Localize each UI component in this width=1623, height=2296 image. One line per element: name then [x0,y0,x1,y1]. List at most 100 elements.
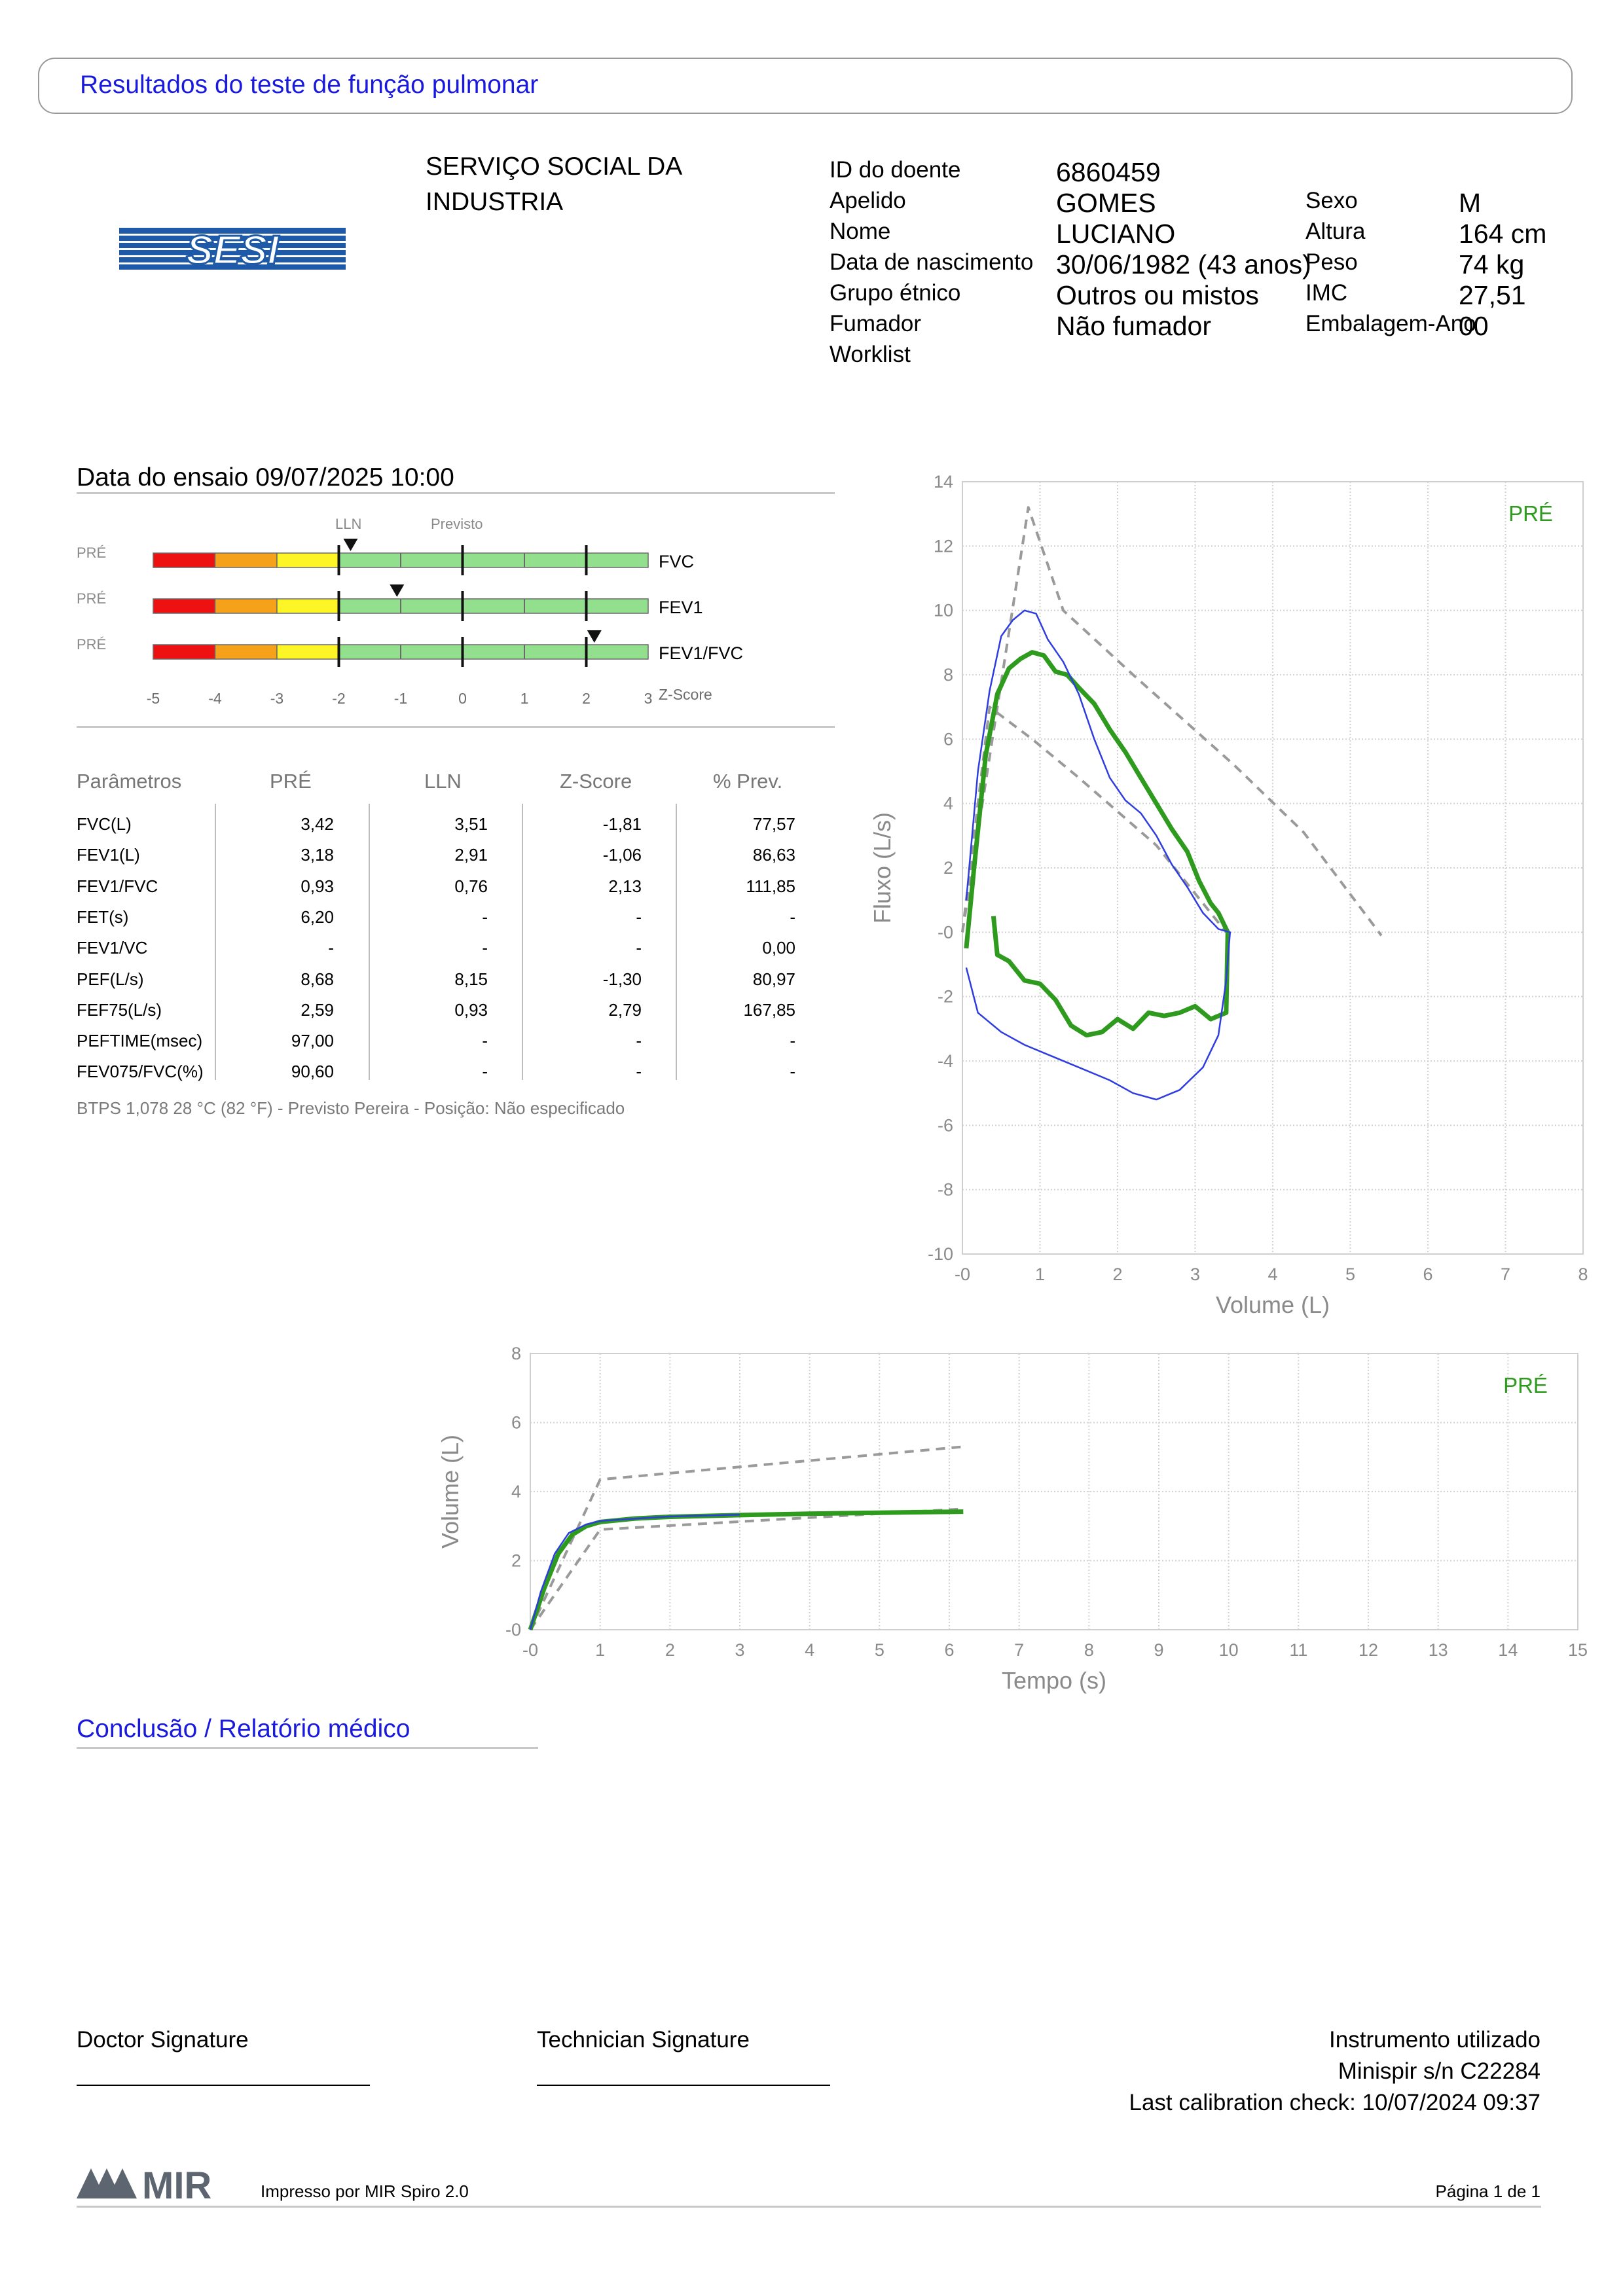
technician-signature-label: Technician Signature [537,2027,750,2053]
x-tick-label: 7 [1501,1265,1510,1284]
x-tick-label: 3 [1190,1265,1200,1284]
zscore-axis-tick: -3 [270,690,283,707]
sex-value: M [1459,188,1482,218]
ethnic-group-label: Grupo étnico [830,280,961,306]
x-tick-label: 6 [944,1640,954,1660]
zscore-zone [338,644,649,660]
zscore-bars: -5 -4 -3 -2 -1 0 1 2 3 [147,539,653,707]
mir-logo: MIR [77,2164,211,2202]
name-label: Nome [830,219,891,244]
pack-years-label: Embalagem-Ano [1305,311,1476,336]
param-value: 8,15 [454,969,488,989]
bar-tag-fvc: PRÉ [77,545,107,561]
plot-frame [962,481,1584,1255]
param-value: 86,63 [752,845,795,865]
x-tick-label: 9 [1154,1640,1163,1660]
y-tick-label: 6 [511,1413,521,1433]
param-value: 2,59 [301,999,334,1020]
column-divider [215,804,216,1080]
x-tick-label: 13 [1429,1640,1448,1660]
weight-label: Peso [1305,249,1358,275]
param-name: FVC(L) [77,814,132,834]
divider [77,492,835,494]
doctor-signature-label: Doctor Signature [77,2027,249,2053]
surname-value: GOMES [1056,188,1156,218]
param-value: - [636,1062,642,1082]
divider [77,1747,538,1749]
bmi-value: 27,51 [1459,280,1526,310]
technician-signature-line[interactable] [537,2085,830,2086]
col-header-pre: PRÉ [270,770,312,793]
param-value: 80,97 [752,969,795,989]
param-value: -1,06 [602,845,642,865]
chart-grid [530,1353,1578,1630]
zscore-zone [276,552,340,568]
y-tick-label: -4 [938,1051,953,1071]
height-value: 164 cm [1459,219,1547,249]
doctor-signature-line[interactable] [77,2085,370,2086]
x-tick-label: 2 [665,1640,675,1660]
zscore-zone [338,552,649,568]
col-header-parametros: Parâmetros [77,770,182,793]
zscore-zone [153,644,216,660]
zscore-zone [338,598,649,614]
x-tick-label: 15 [1568,1640,1588,1660]
page-number: Página 1 de 1 [1435,2181,1541,2201]
legend-pre: PRÉ [1508,501,1553,526]
x-tick-label: 5 [875,1640,884,1660]
pre-trial-curve [529,1514,740,1630]
param-value: 2,79 [608,999,642,1020]
zscore-zone [153,598,216,614]
zscore-marker [587,630,602,643]
x-tick-label: 1 [595,1640,605,1660]
institution-line-1: SERVIÇO SOCIAL DA [426,152,683,181]
param-value: 0,93 [454,999,488,1020]
param-value: 8,68 [301,969,334,989]
divider [77,726,835,728]
param-value: -1,30 [602,969,642,989]
previsto-label: Previsto [431,516,483,532]
predicted-curve [529,1507,964,1631]
zscore-axis-tick: 3 [644,690,653,707]
sesi-logo: SESI [119,228,346,270]
calibration-check: Last calibration check: 10/07/2024 09:37 [1129,2090,1541,2115]
param-value: 77,57 [752,814,795,834]
x-tick-label: 6 [1423,1265,1432,1284]
height-label: Altura [1305,219,1366,244]
param-value: - [636,1031,642,1051]
param-name: PEFTIME(msec) [77,1031,203,1051]
y-axis-label: Volume (L) [437,1435,464,1549]
legend-pre: PRÉ [1503,1373,1548,1397]
y-tick-label: 10 [934,601,953,620]
pack-years-value: 00 [1459,311,1489,341]
param-name: FEV1/VC [77,938,148,958]
param-name: FEV075/FVC(%) [77,1062,204,1082]
zscore-axis-tick: -5 [147,690,160,707]
y-tick-label: -8 [938,1180,953,1200]
instrument-model: Minispir s/n C22284 [1338,2058,1541,2084]
patient-id-value: 6860459 [1056,157,1161,187]
birthdate-label: Data de nascimento [830,249,1034,275]
param-name: PEF(L/s) [77,969,144,989]
x-tick-label: -0 [522,1640,538,1660]
y-tick-label: -0 [938,922,953,942]
y-tick-label: -10 [928,1244,953,1264]
param-value: 2,13 [608,876,642,896]
printed-by: Impresso por MIR Spiro 2.0 [261,2181,469,2201]
institution-name: SERVIÇO SOCIAL DA INDUSTRIA [426,149,766,220]
zscore-axis-tick: 2 [582,690,591,707]
y-tick-label: 2 [511,1551,521,1571]
param-value: 111,85 [746,876,795,896]
logo-text: SESI [186,228,280,270]
bar-label-fev1fvc: FEV1/FVC [659,643,744,663]
lln-label: LLN [335,516,362,532]
x-tick-label: 10 [1219,1640,1239,1660]
x-axis-label: Tempo (s) [1002,1667,1106,1694]
bar-label-fev1: FEV1 [659,598,703,617]
col-header-lln: LLN [424,770,462,793]
zscore-zone [214,644,278,660]
y-axis-label: Fluxo (L/s) [869,812,896,924]
column-divider [676,804,677,1080]
zscore-bar-1 [153,584,649,621]
column-divider [369,804,370,1080]
